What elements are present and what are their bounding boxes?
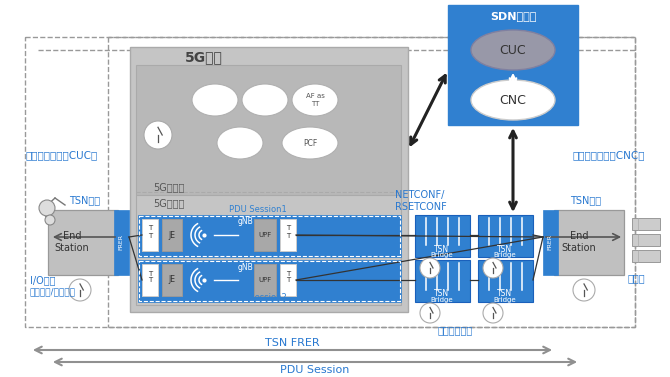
Bar (162, 264, 182, 296)
Bar (139, 261, 400, 301)
Bar (142, 264, 158, 296)
Text: PDU Session: PDU Session (280, 365, 350, 375)
Bar (632, 234, 660, 246)
Bar (142, 219, 158, 251)
Text: CNC: CNC (500, 93, 527, 106)
Text: Bridge: Bridge (494, 252, 517, 258)
Text: TSN终端: TSN终端 (70, 195, 100, 205)
Ellipse shape (471, 30, 555, 70)
Ellipse shape (242, 84, 288, 116)
Text: （传感器/激活器）: （传感器/激活器） (30, 288, 76, 296)
Text: TSN FRER: TSN FRER (265, 338, 320, 348)
Bar (186, 262, 251, 298)
Text: JE: JE (168, 276, 176, 285)
Text: T
T: T T (286, 225, 290, 239)
Text: TSN: TSN (434, 245, 450, 253)
Text: PDU Session1: PDU Session1 (229, 205, 287, 215)
Bar (554, 210, 624, 275)
Bar (280, 264, 296, 296)
Text: 5G控制面: 5G控制面 (153, 182, 184, 192)
Bar (478, 215, 533, 257)
Ellipse shape (144, 121, 172, 149)
Text: End
Station: End Station (561, 231, 596, 253)
Ellipse shape (483, 258, 503, 278)
Text: PCF: PCF (303, 138, 317, 147)
Ellipse shape (69, 279, 91, 301)
Text: SDN控制器: SDN控制器 (490, 11, 536, 21)
Bar (415, 215, 470, 257)
Text: 控制器: 控制器 (627, 273, 645, 283)
Bar (48, 210, 118, 275)
Ellipse shape (292, 84, 338, 116)
Ellipse shape (420, 258, 440, 278)
Text: UPF: UPF (259, 232, 271, 238)
Text: TSN: TSN (497, 290, 513, 299)
Text: gNB: gNB (237, 218, 253, 227)
Text: 5G用户面: 5G用户面 (153, 198, 184, 208)
Text: TSN终端: TSN终端 (570, 195, 602, 205)
Text: 端到端以太网: 端到端以太网 (438, 325, 472, 335)
Bar (632, 218, 660, 230)
Text: End
Station: End Station (55, 231, 89, 253)
Text: PDU Session2: PDU Session2 (229, 293, 287, 302)
Text: JE: JE (168, 230, 176, 239)
Text: Bridge: Bridge (431, 252, 454, 258)
Text: 集中网络配置（CNC）: 集中网络配置（CNC） (572, 150, 645, 160)
Bar (254, 219, 276, 251)
Bar (162, 219, 182, 251)
Text: RSETCONF: RSETCONF (395, 202, 447, 212)
Ellipse shape (192, 84, 238, 116)
Ellipse shape (45, 215, 55, 225)
Ellipse shape (471, 80, 555, 120)
Ellipse shape (420, 303, 440, 323)
Ellipse shape (282, 127, 338, 159)
Text: 集中用户配置（CUC）: 集中用户配置（CUC） (25, 150, 97, 160)
Ellipse shape (217, 127, 263, 159)
Ellipse shape (39, 200, 55, 216)
Bar (543, 210, 558, 275)
Bar (136, 65, 401, 195)
Bar (138, 215, 401, 257)
Ellipse shape (573, 279, 595, 301)
Text: CUC: CUC (500, 43, 527, 57)
Text: gNB: gNB (237, 262, 253, 271)
Bar (448, 5, 578, 125)
Text: NETCONF/: NETCONF/ (395, 190, 444, 200)
Text: T
T: T T (148, 271, 152, 284)
Bar (114, 210, 129, 275)
Bar (415, 260, 470, 302)
Bar (25, 37, 635, 327)
Bar (254, 264, 276, 296)
Text: Bridge: Bridge (431, 297, 454, 303)
Text: T
T: T T (148, 225, 152, 239)
Bar (139, 216, 400, 256)
Text: TSN: TSN (434, 290, 450, 299)
Text: UPF: UPF (259, 277, 271, 283)
Text: TSN: TSN (497, 245, 513, 253)
Text: Bridge: Bridge (494, 297, 517, 303)
Bar (632, 250, 660, 262)
Bar (136, 195, 401, 305)
Bar (186, 217, 251, 253)
Bar (138, 260, 401, 302)
Text: AF as
TT: AF as TT (306, 93, 324, 106)
Text: FRER: FRER (119, 234, 123, 250)
Text: 5G系统: 5G系统 (185, 50, 223, 64)
Ellipse shape (483, 303, 503, 323)
Bar (478, 260, 533, 302)
Bar (130, 47, 408, 312)
Text: T
T: T T (286, 271, 290, 284)
Text: FRER: FRER (547, 234, 553, 250)
Bar (280, 219, 296, 251)
Text: I/O设备: I/O设备 (30, 275, 56, 285)
